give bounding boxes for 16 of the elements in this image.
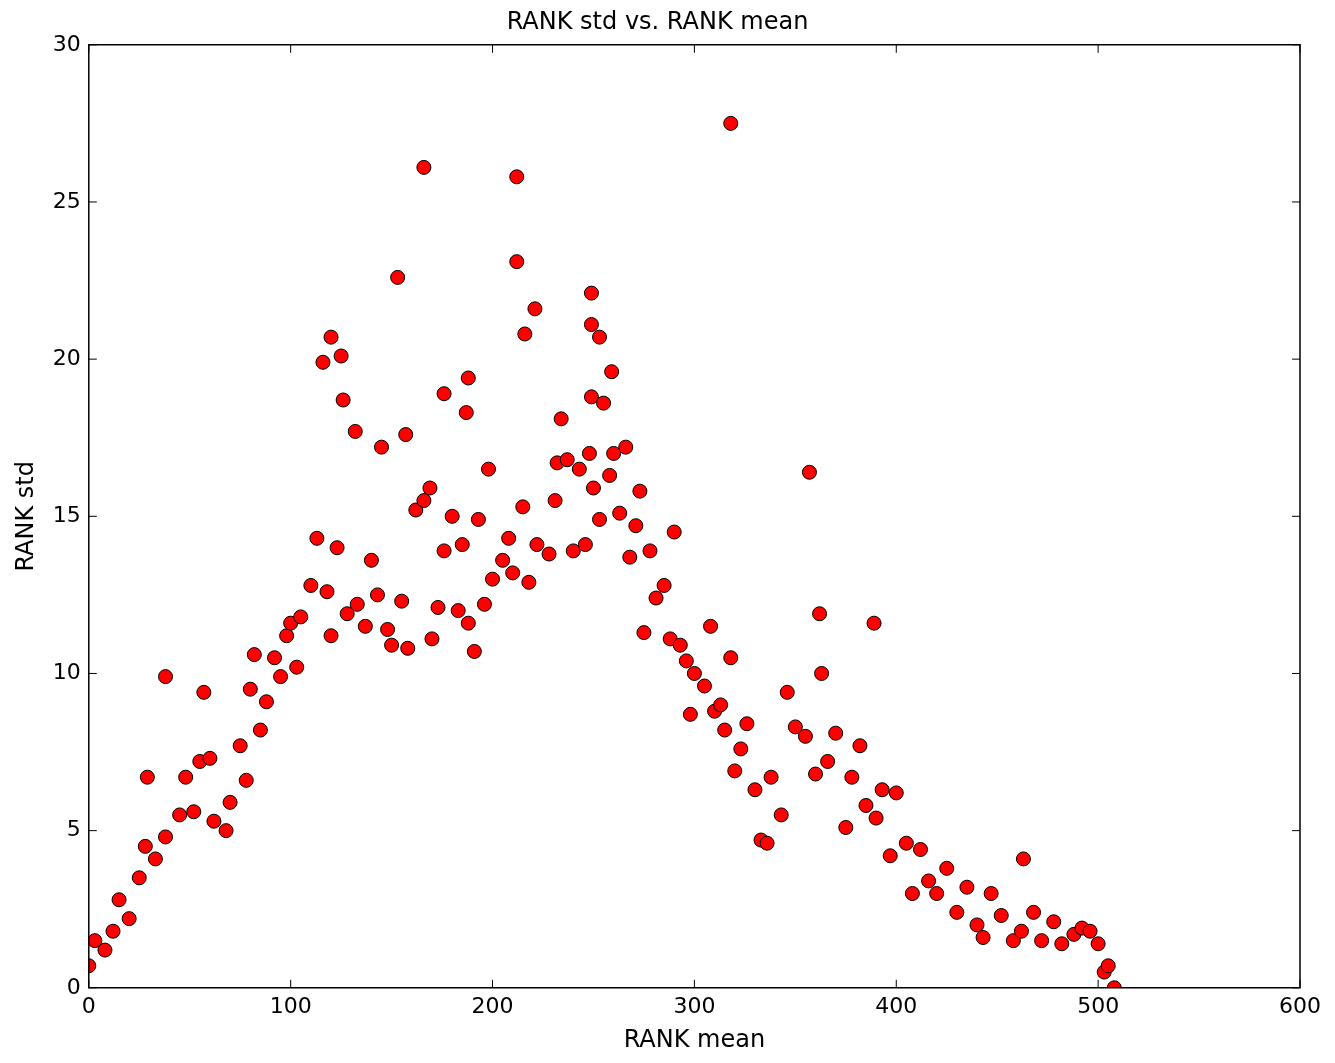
y-tick-label: 30 bbox=[52, 30, 81, 56]
y-tick-label: 10 bbox=[52, 659, 81, 685]
x-tick-label: 300 bbox=[673, 992, 716, 1018]
x-tick-label: 100 bbox=[269, 992, 312, 1018]
y-axis-title: RANK std bbox=[10, 461, 39, 572]
y-tick-label: 20 bbox=[52, 344, 81, 370]
x-tick-label: 500 bbox=[1077, 992, 1120, 1018]
y-tick-label: 15 bbox=[52, 502, 81, 528]
y-tick-label: 0 bbox=[66, 973, 81, 999]
y-tick-label: 5 bbox=[66, 816, 81, 842]
y-tick-label: 25 bbox=[52, 187, 81, 213]
chart-title: RANK std vs. RANK mean bbox=[506, 6, 809, 35]
x-tick-label: 200 bbox=[471, 992, 514, 1018]
x-tick-label: 600 bbox=[1279, 992, 1321, 1018]
x-tick-label: 400 bbox=[875, 992, 918, 1018]
x-axis-title: RANK mean bbox=[623, 1024, 766, 1053]
